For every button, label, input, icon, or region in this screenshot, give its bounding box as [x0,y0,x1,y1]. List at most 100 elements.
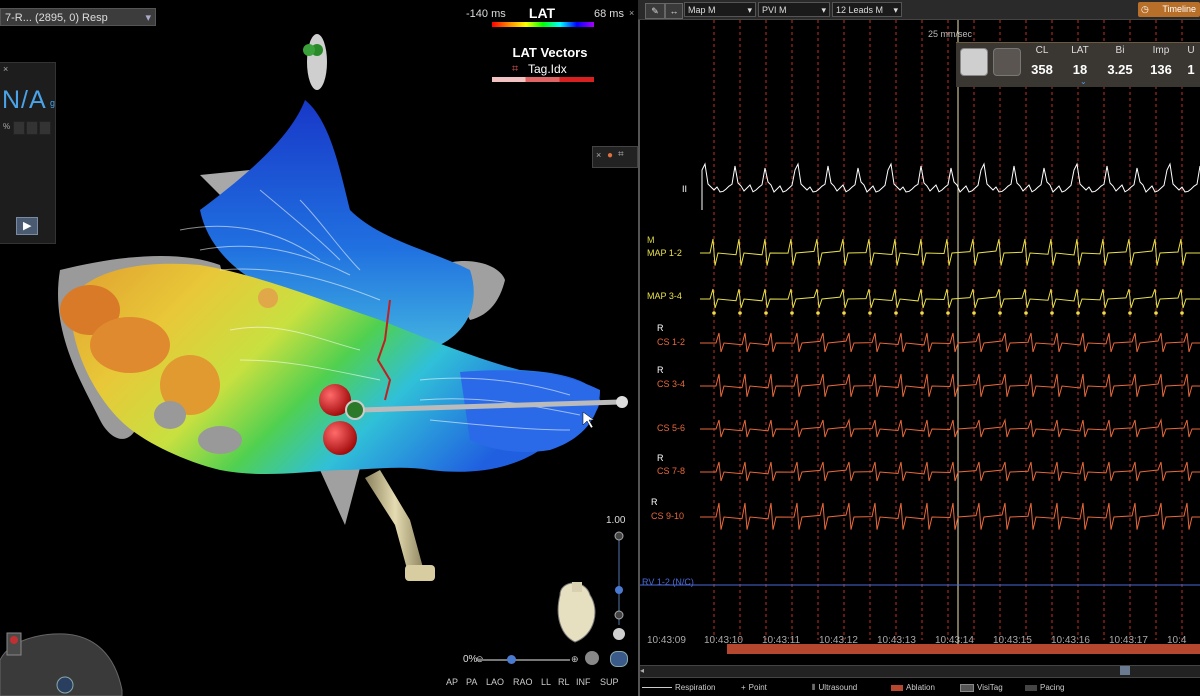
gray-surface [200,170,250,205]
stat-value-lat: 18 [1072,62,1088,77]
scale-value: 1.00 [606,515,626,526]
leads-dropdown[interactable]: 12 Leads M ▾ [832,2,902,17]
close-icon[interactable]: × [3,64,9,74]
pan-icon[interactable] [610,651,628,667]
anatomy-map[interactable] [0,0,637,696]
respiration-selector-label: 7-R... (2895, 0) Resp [5,12,108,24]
annotation-dot [1076,311,1080,315]
legend-label: Pacing [1040,683,1065,692]
cs910-trace [700,502,1200,530]
heart-orientation-icon[interactable] [557,582,596,643]
na-widget [0,62,56,244]
cs12-trace [700,332,1200,353]
channel-label-cs56: CS 5-6 [657,423,686,433]
time-label: 10:43:17 [1109,635,1148,646]
zoom-in-icon[interactable]: ⊕ [571,654,579,664]
catheter-sheath [365,470,435,581]
time-label: 10:43:15 [993,635,1032,646]
zoom-percent: 0% [463,654,478,665]
view-button-rl[interactable]: RL [558,677,570,687]
time-label: 10:43:16 [1051,635,1090,646]
view-button-pa[interactable]: PA [466,677,478,687]
sweep-speed: 25 mm/sec [928,29,973,39]
tag-index-label: Tag.Idx [528,62,567,76]
map-dropdown-label: Map M [688,5,716,15]
legend-point: + Point [741,683,767,692]
play-icon: ▶ [23,220,32,232]
cs78-trace [700,461,1200,482]
cs56-trace [700,418,1200,438]
zoom-slider-thumb[interactable] [507,655,516,664]
annotation-dot [1128,311,1132,315]
zoom-slider[interactable] [478,659,570,661]
gray-surface [320,468,360,525]
chevron-down-icon: ▾ [821,5,826,15]
stat-value-imp: 136 [1150,62,1172,77]
navigation-joystick[interactable] [0,633,123,696]
map34-trace [700,288,1200,309]
annotation-dot [1024,311,1028,315]
annotation-dot [998,311,1002,315]
legend-pacing: Pacing [1025,683,1064,692]
scrollbar-thumb[interactable] [1120,666,1130,675]
tag-toggle-panel[interactable]: × ● ⌗ [592,146,638,168]
channel-ref-r: R [657,323,664,333]
reset-view-icon[interactable] [585,651,599,665]
annotation-dot [868,311,872,315]
cs-catheter [359,396,628,413]
view-button-lao[interactable]: LAO [486,677,505,687]
indicator-box [39,121,51,135]
timeline-label: Timeline [1162,4,1196,14]
play-button[interactable]: ▶ [16,217,38,235]
respiration-selector[interactable]: 7-R... (2895, 0) Resp ▾ [0,8,156,26]
scar-patch [60,285,120,335]
annotation-dot [1180,311,1184,315]
ablation-timeline-bar [727,644,1200,654]
rotate-gizmo[interactable] [6,632,22,656]
tag-icon: ● [607,150,614,161]
mouse-cursor [582,411,595,429]
time-label: 10:43:11 [762,635,801,646]
view-button-inf[interactable]: INF [576,677,591,687]
channel-label-cs34: CS 3-4 [657,379,686,389]
reference-marker [303,34,327,90]
time-label: 10:43:09 [647,635,686,646]
pin-tool-icon[interactable]: ✎ [645,3,665,19]
signals-pane[interactable] [638,0,1200,696]
legend-label: Respiration [675,683,716,692]
view-button-ap[interactable]: AP [446,677,459,687]
close-icon[interactable]: × [596,150,602,160]
timeline-button[interactable]: ◷ Timeline [1138,2,1200,17]
channel-ref-r: R [657,365,664,375]
chevron-down-icon[interactable]: ⌄ [1080,77,1087,86]
measure-tool-icon[interactable]: ↔ [665,3,683,19]
low-voltage-patch [154,401,186,429]
channel-label-map34: MAP 3-4 [647,291,682,301]
close-icon[interactable]: × [629,8,635,18]
annotation-dot [816,311,820,315]
scale-slider[interactable] [613,531,625,640]
ablation-tag [319,384,351,416]
tag-grid-icon: ⌗ [512,63,519,75]
channel-label-cs12: CS 1-2 [657,337,686,347]
time-label: 10:4 [1167,635,1187,646]
lat-vectors-title: LAT Vectors [512,45,588,60]
view-button-ll[interactable]: LL [541,677,552,687]
map-dropdown[interactable]: Map M ▾ [684,2,756,17]
view-button-rao[interactable]: RAO [513,677,533,687]
stat-value-cl: 358 [1031,62,1053,77]
hand-icon[interactable] [993,48,1021,76]
pvi-dropdown[interactable]: PVI M ▾ [758,2,830,17]
annotation-dot [738,311,742,315]
dropdown-arrow-icon: ▾ [145,12,151,24]
scroll-left-icon[interactable]: ◂ [640,666,645,675]
legend-visitag: VisiTag [960,683,1003,692]
legend-ablation: Ablation [891,683,935,692]
signal-traces[interactable] [640,20,1200,645]
timeline-scrollbar[interactable] [640,665,1200,678]
legend-respiration: Respiration [642,683,715,692]
channel-ref-r: R [651,497,658,507]
view-button-sup[interactable]: SUP [600,677,619,687]
pulmonary-vein [460,370,600,452]
catheter-icon[interactable] [960,48,988,76]
